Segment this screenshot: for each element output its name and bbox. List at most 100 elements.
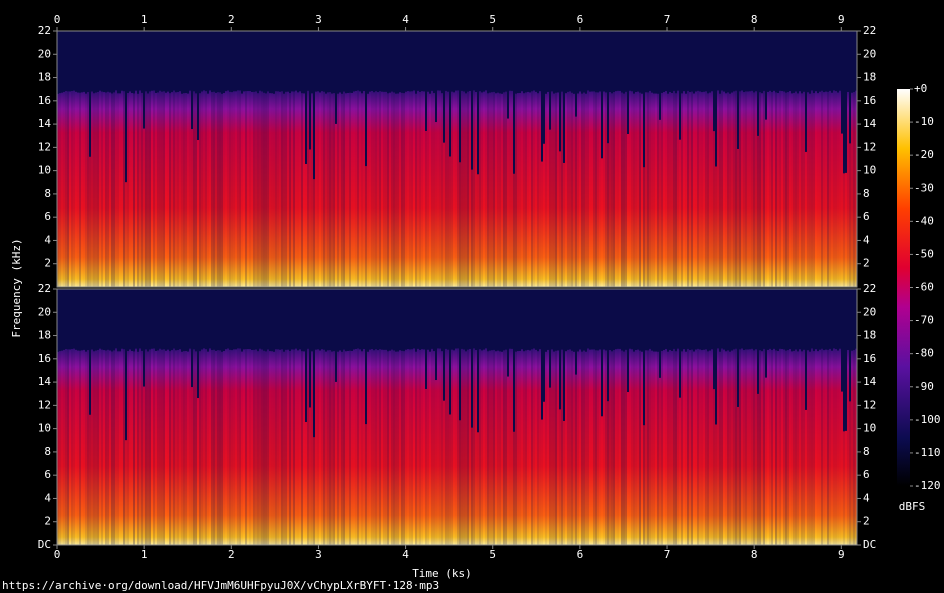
spectrogram-column [341, 351, 343, 545]
spectrogram-column [607, 401, 609, 545]
spectrogram-column [355, 348, 357, 545]
spectrogram-column [365, 166, 367, 287]
spectrogram-column [131, 93, 133, 287]
spectrogram-column [101, 349, 103, 545]
y-tick-label: 4 [44, 233, 51, 246]
spectrogram-column [787, 350, 789, 545]
spectrogram-column [629, 348, 631, 545]
spectrogram-column [253, 349, 255, 545]
spectrogram-column [217, 92, 219, 288]
spectrogram-column [465, 351, 467, 545]
spectrogram-column [779, 348, 781, 545]
spectrogram-column [497, 92, 499, 288]
spectrogram-column [109, 350, 111, 545]
spectrogram-column [337, 93, 339, 287]
spectrogram-column [119, 93, 121, 287]
spectrogram-column [389, 350, 391, 545]
spectrogram-column [171, 350, 173, 545]
spectrogram-column [673, 348, 675, 545]
spectrogram-column [843, 431, 845, 545]
spectrogram-column [79, 350, 81, 545]
spectrogram-column [513, 173, 515, 287]
spectrogram-column [251, 91, 253, 288]
spectrogram-column [221, 351, 223, 545]
spectrogram-column [147, 93, 149, 287]
spectrogram-column [275, 91, 277, 287]
spectrogram-column [709, 92, 711, 287]
spectrogram-column [159, 348, 161, 545]
spectrogram-column [127, 351, 129, 545]
spectrogram-column [93, 351, 95, 545]
spectrogram-column [285, 349, 287, 545]
spectrogram-column [835, 91, 837, 287]
spectrogram-column [283, 351, 285, 545]
spectrogram-column [421, 91, 423, 288]
spectrogram-column [247, 91, 249, 287]
spectrogram-column [583, 350, 585, 545]
spectrogram-column [519, 350, 521, 545]
spectrogram-column [609, 350, 611, 545]
spectrogram-column [649, 348, 651, 545]
spectrogram-column [407, 91, 409, 287]
x-tick-label: 4 [402, 548, 409, 561]
spectrogram-column [743, 350, 745, 545]
spectrogram-column [751, 348, 753, 545]
spectrogram-column [397, 351, 399, 545]
spectrogram-column [319, 92, 321, 288]
spectrogram-column [109, 92, 111, 287]
spectrogram-column [213, 349, 215, 545]
spectrogram-column [797, 351, 799, 545]
spectrogram-column [181, 351, 183, 545]
spectrogram-column [477, 432, 479, 545]
y-tick-label: 10 [38, 164, 51, 177]
spectrogram-column [313, 437, 315, 545]
spectrogram-column [735, 90, 737, 287]
spectrogram-column [151, 90, 153, 287]
spectrogram-column [785, 350, 787, 545]
spectrogram-column [173, 348, 175, 545]
spectrogram-column [591, 349, 593, 545]
spectrogram-column [647, 350, 649, 545]
spectrogram-column [479, 91, 481, 288]
spectrogram-column [263, 92, 265, 288]
spectrogram-column [837, 92, 839, 288]
spectrogram-column [475, 92, 477, 287]
spectrogram-column [815, 91, 817, 287]
spectrogram-column [669, 91, 671, 287]
spectrogram-column [381, 349, 383, 545]
spectrogram-column [687, 90, 689, 288]
spectrogram-column [467, 91, 469, 287]
spectrogram-column [425, 388, 427, 545]
spectrogram-column [715, 424, 717, 545]
y-tick-label: 12 [863, 398, 876, 411]
spectrogram-column [239, 348, 241, 545]
spectrogram-column [723, 91, 725, 288]
spectrogram-column [245, 349, 247, 545]
colorbar-tick-label: -90 [914, 380, 934, 393]
spectrogram-column [315, 349, 317, 545]
spectrogram-column [229, 349, 231, 545]
spectrogram-column [707, 351, 709, 545]
spectrogram-column [373, 350, 375, 545]
spectrogram-column [389, 92, 391, 288]
spectrogram-column [85, 93, 87, 287]
colorbar [897, 89, 910, 486]
spectrogram-column [695, 349, 697, 545]
spectrogram-column [617, 348, 619, 545]
spectrogram-column [391, 349, 393, 545]
spectrogram-column [773, 90, 775, 287]
spectrogram-column [93, 93, 95, 287]
spectrogram-column [665, 348, 667, 545]
spectrogram-column [777, 351, 779, 545]
spectrogram-column [359, 349, 361, 545]
spectrogram-column [199, 93, 201, 287]
spectrogram-column [735, 348, 737, 545]
spectrogram-column [297, 92, 299, 287]
spectrogram-column [485, 90, 487, 287]
spectrogram-column [155, 92, 157, 287]
spectrogram-column [371, 348, 373, 545]
spectrogram-column [237, 90, 239, 287]
spectrogram-column [631, 349, 633, 545]
spectrogram-column [517, 351, 519, 545]
spectrogram-column [691, 349, 693, 545]
